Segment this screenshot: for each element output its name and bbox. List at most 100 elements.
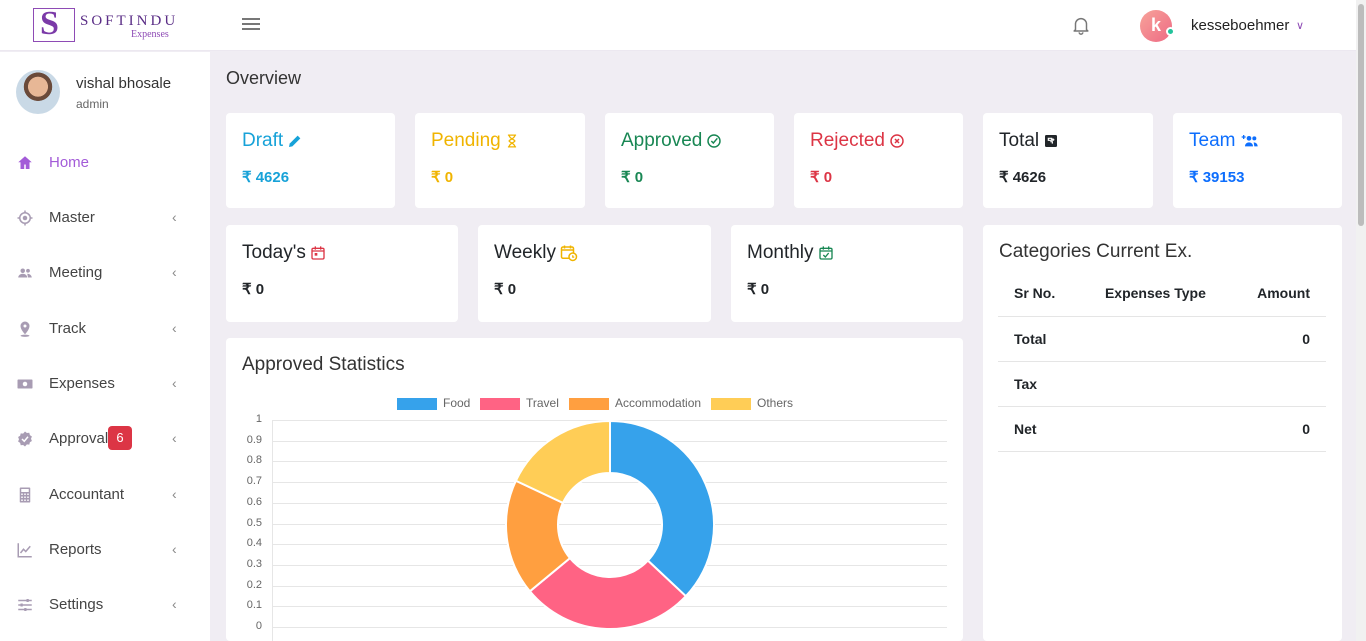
- sidebar-item-expenses[interactable]: Expenses ‹: [0, 364, 210, 404]
- card-value: ₹ 0: [431, 169, 454, 186]
- row-amount: 0: [1230, 316, 1326, 362]
- card-title-text: Team: [1189, 130, 1236, 151]
- profile-avatar: [16, 70, 60, 114]
- chevron-down-icon[interactable]: ∨: [1296, 20, 1305, 32]
- sidebar-item-approval[interactable]: Approval 6 ‹: [0, 419, 210, 459]
- scrollbar-track[interactable]: [1356, 0, 1366, 641]
- legend-label: Others: [757, 396, 794, 410]
- profile-name: vishal bhosale: [76, 75, 172, 92]
- card-title: Draft: [242, 130, 303, 152]
- sidebar-item-label: Expenses: [49, 375, 115, 392]
- sidebar-item-home[interactable]: Home: [0, 143, 210, 183]
- hourglass-icon: [507, 134, 516, 148]
- donut-chart: [505, 420, 715, 630]
- card-title: Today's: [242, 242, 326, 264]
- card-team[interactable]: Team ₹ 39153: [1173, 113, 1342, 208]
- card-title: Approved: [621, 130, 722, 152]
- approval-count-badge: 6: [108, 426, 132, 450]
- card-draft[interactable]: Draft ₹ 4626: [226, 113, 395, 208]
- top-bar: S SOFTINDU Expenses k kesseboehmer ∨: [0, 0, 1356, 51]
- legend-item[interactable]: Others: [711, 396, 801, 410]
- legend-item[interactable]: Travel: [480, 396, 565, 410]
- sidebar-item-label: Home: [49, 154, 90, 171]
- legend-label: Food: [443, 396, 471, 410]
- y-tick-label: 0.2: [246, 578, 262, 591]
- row-label: Tax: [998, 361, 1081, 407]
- legend-item[interactable]: Food: [397, 396, 477, 410]
- card-rejected[interactable]: Rejected ₹ 0: [794, 113, 963, 208]
- user-avatar[interactable]: k: [1140, 10, 1172, 42]
- card-title: Total: [999, 130, 1059, 152]
- table-header-row: Sr No. Expenses Type Amount: [998, 271, 1326, 317]
- card-weekly[interactable]: Weekly ₹ 0: [478, 225, 711, 322]
- gridline: [272, 482, 947, 484]
- donut-slice-others[interactable]: [514, 420, 611, 505]
- y-tick-label: 0.5: [246, 516, 262, 529]
- brand-logo[interactable]: S SOFTINDU Expenses: [33, 5, 193, 44]
- y-tick-label: 0.9: [246, 433, 262, 446]
- legend-swatch: [397, 398, 437, 410]
- sidebar-item-reports[interactable]: Reports ‹: [0, 530, 210, 570]
- bell-icon[interactable]: [1070, 14, 1092, 36]
- donut-slice-food[interactable]: [609, 420, 715, 598]
- categories-panel: Categories Current Ex. Sr No. Expenses T…: [983, 225, 1342, 641]
- chevron-left-icon: ‹: [172, 209, 177, 225]
- sidebar-item-track[interactable]: Track ‹: [0, 309, 210, 349]
- column-header: Sr No.: [998, 271, 1081, 317]
- row-amount: [1230, 361, 1326, 407]
- card-pending[interactable]: Pending ₹ 0: [415, 113, 585, 208]
- card-value: ₹ 0: [494, 281, 517, 298]
- sidebar-item-settings[interactable]: Settings ‹: [0, 585, 210, 625]
- x-circle-icon: [890, 134, 904, 148]
- scrollbar-thumb[interactable]: [1358, 4, 1364, 226]
- card-value: ₹ 4626: [242, 169, 290, 186]
- legend-item[interactable]: Accommodation: [569, 396, 709, 410]
- profile-role: admin: [76, 97, 109, 111]
- calculator-icon: [19, 487, 31, 503]
- card-value: ₹ 4626: [999, 169, 1047, 186]
- card-title-text: Rejected: [810, 130, 885, 151]
- card-title-text: Today's: [242, 242, 306, 263]
- row-label: Total: [998, 316, 1081, 362]
- username[interactable]: kesseboehmer: [1191, 17, 1290, 34]
- card-title-text: Monthly: [747, 242, 814, 263]
- table-row: Tax: [998, 361, 1326, 407]
- sidebar-item-master[interactable]: Master ‹: [0, 198, 210, 238]
- legend-swatch: [569, 398, 609, 410]
- card-approved[interactable]: Approved ₹ 0: [605, 113, 774, 208]
- menu-toggle-icon[interactable]: [240, 15, 262, 37]
- card-total[interactable]: Total ₹ 4626: [983, 113, 1153, 208]
- team-icon: [1242, 134, 1259, 147]
- logo-letter: S: [40, 5, 59, 42]
- card-value: ₹ 0: [242, 281, 265, 298]
- categories-title: Categories Current Ex.: [999, 241, 1193, 262]
- y-tick-label: 0.8: [246, 454, 262, 467]
- card-title: Pending: [431, 130, 519, 152]
- card-title-text: Draft: [242, 130, 284, 151]
- card-todays[interactable]: Today's ₹ 0: [226, 225, 458, 322]
- y-tick-label: 0.4: [246, 537, 262, 550]
- sliders-icon: [18, 599, 32, 611]
- card-value: ₹ 0: [810, 169, 833, 186]
- users-icon: [18, 268, 32, 278]
- card-title: Team: [1189, 130, 1259, 152]
- card-title-text: Pending: [431, 130, 501, 151]
- card-title-text: Approved: [621, 130, 703, 151]
- sidebar-item-meeting[interactable]: Meeting ‹: [0, 253, 210, 293]
- calendar-clock-icon: [560, 245, 578, 262]
- legend-label: Travel: [526, 396, 559, 410]
- chart-line-icon: [17, 543, 32, 558]
- gridline: [272, 502, 947, 504]
- categories-table: Sr No. Expenses Type Amount Total 0 Tax …: [998, 271, 1326, 452]
- sidebar-item-accountant[interactable]: Accountant ‹: [0, 475, 210, 515]
- card-title-text: Weekly: [494, 242, 556, 263]
- donut-slice-travel[interactable]: [528, 556, 688, 630]
- card-monthly[interactable]: Monthly ₹ 0: [731, 225, 963, 322]
- y-axis-line: [272, 420, 273, 641]
- column-header: Expenses Type: [1080, 271, 1231, 317]
- sidebar-item-label: Master: [49, 209, 95, 226]
- card-title: Rejected: [810, 130, 905, 152]
- chevron-left-icon: ‹: [172, 375, 177, 391]
- stack-icon: [1045, 134, 1058, 147]
- y-tick-label: 0.1: [246, 599, 262, 612]
